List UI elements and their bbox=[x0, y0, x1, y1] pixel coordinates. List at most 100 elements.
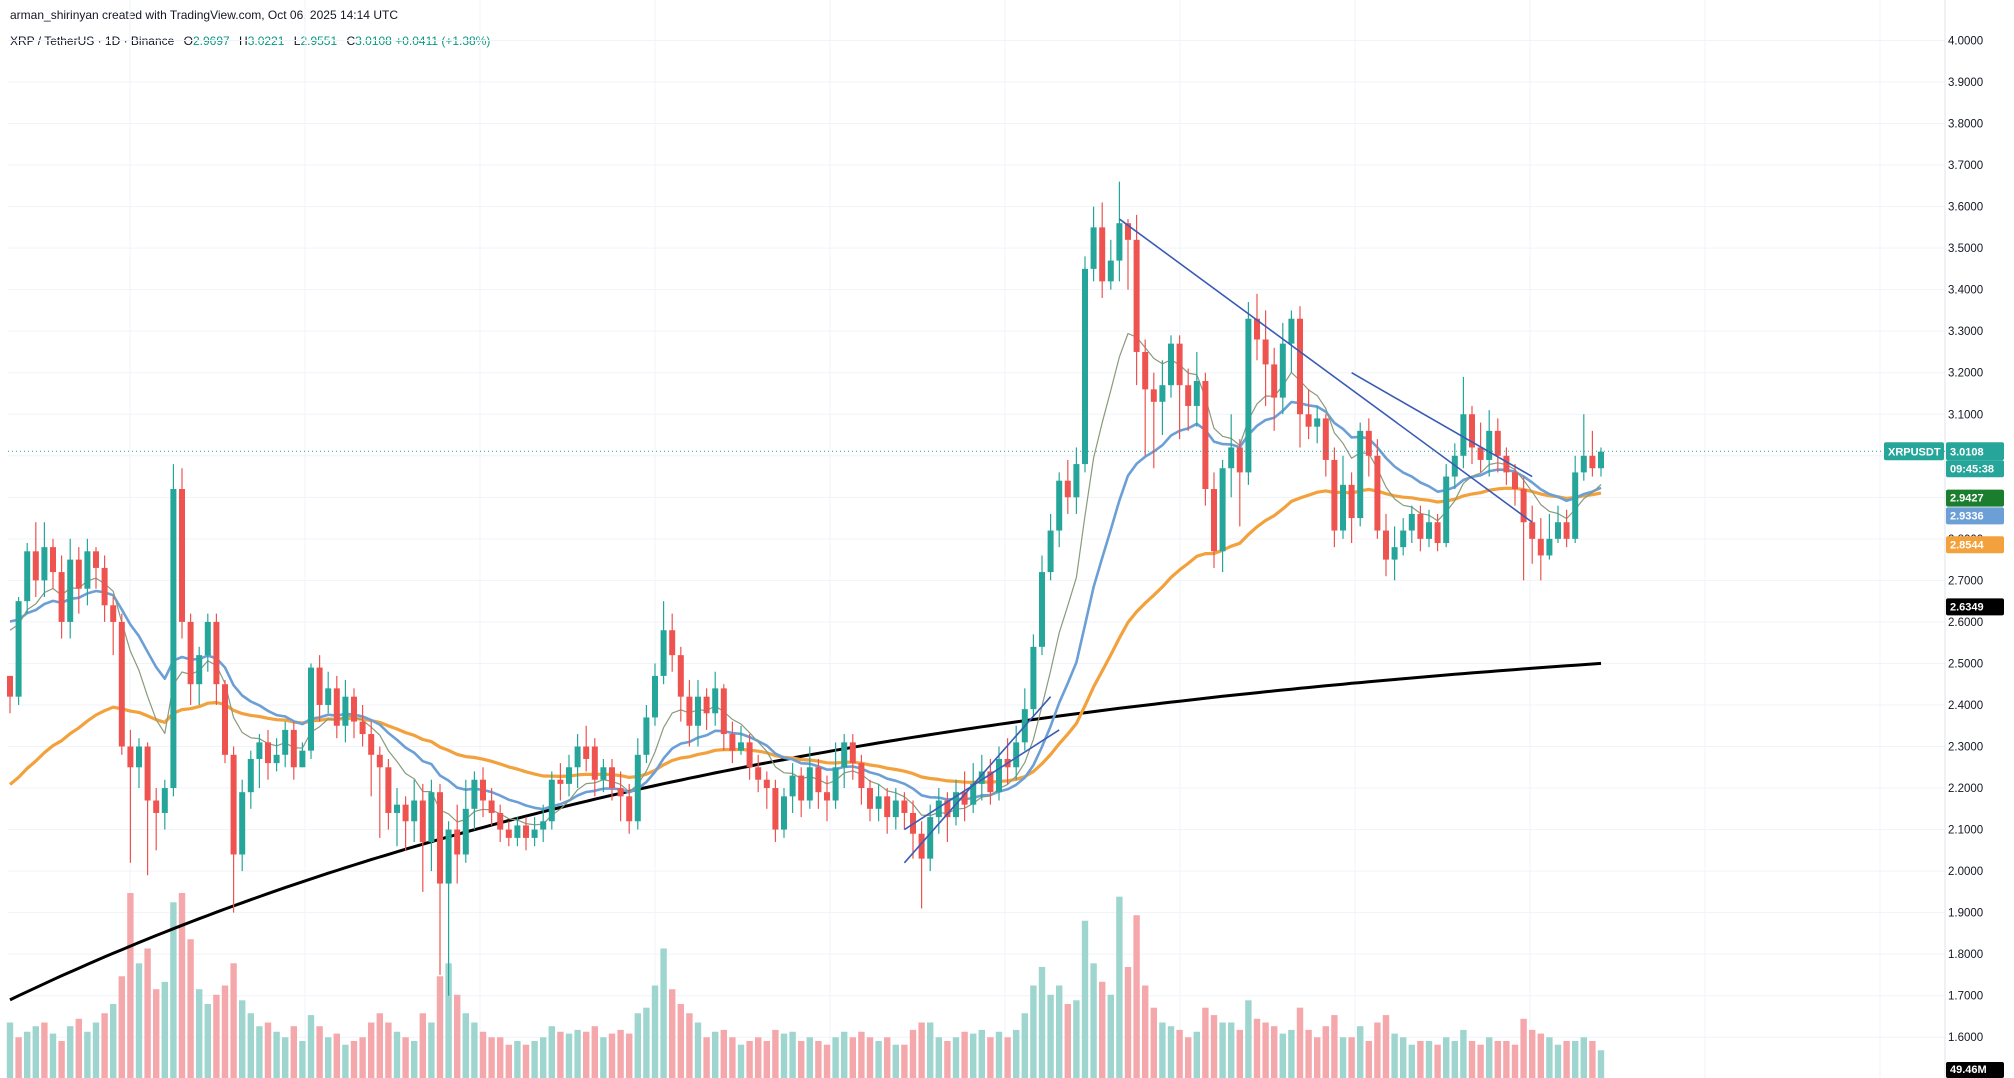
volume-bar bbox=[282, 1037, 289, 1078]
volume-bar bbox=[823, 1044, 831, 1078]
volume-bar bbox=[841, 1031, 848, 1078]
price-tick-label: 2.6000 bbox=[1948, 617, 1983, 629]
candle-body bbox=[781, 796, 787, 830]
candle-body bbox=[505, 829, 512, 838]
volume-bars bbox=[6, 893, 1605, 1078]
trendline bbox=[903, 696, 1052, 864]
candle-body bbox=[815, 767, 822, 793]
volume-bar bbox=[75, 1018, 82, 1078]
volume-bar bbox=[428, 1022, 435, 1078]
candle-body bbox=[333, 688, 340, 726]
volume-bar bbox=[1408, 1044, 1415, 1078]
candle-body bbox=[1520, 489, 1527, 523]
candle-body bbox=[669, 630, 676, 656]
ma-green-tag-bg bbox=[1946, 489, 2004, 507]
volume-bar bbox=[247, 1013, 254, 1078]
volume-bar bbox=[1537, 1033, 1544, 1078]
price-tick-label: 3.6000 bbox=[1948, 202, 1983, 214]
candle-body bbox=[686, 696, 693, 726]
volume-bar bbox=[462, 1013, 469, 1078]
candle-body bbox=[437, 792, 443, 884]
candle-body bbox=[376, 754, 383, 768]
candle-body bbox=[144, 746, 151, 801]
volume-bar bbox=[256, 1026, 263, 1078]
volume-bar bbox=[1305, 1029, 1312, 1078]
candle-body bbox=[1228, 447, 1235, 469]
candle-body bbox=[1434, 522, 1441, 543]
volume-bar bbox=[961, 1031, 968, 1078]
candle-body bbox=[187, 621, 194, 685]
volume-bar bbox=[333, 1033, 340, 1078]
trendline bbox=[1351, 372, 1533, 478]
volume-bar bbox=[1253, 1018, 1261, 1078]
close-label: C bbox=[346, 34, 356, 48]
candle-body bbox=[720, 688, 727, 735]
volume-bar bbox=[772, 1029, 779, 1078]
candle-body bbox=[1400, 530, 1407, 548]
volume-bar bbox=[1124, 967, 1132, 1078]
volume-bar bbox=[32, 1026, 39, 1078]
volume-bar bbox=[471, 1022, 478, 1078]
volume-bar bbox=[1064, 1004, 1071, 1078]
candle-body bbox=[213, 621, 220, 685]
volume-bar bbox=[608, 1033, 616, 1078]
candle-body bbox=[1537, 538, 1544, 556]
volume-bar bbox=[239, 1000, 246, 1078]
price-tick-label: 2.1000 bbox=[1948, 825, 1983, 837]
volume-bar bbox=[411, 1041, 418, 1078]
volume-bar bbox=[6, 1022, 14, 1078]
candle-body bbox=[1202, 381, 1209, 490]
volume-bar bbox=[591, 1026, 598, 1078]
candle-body bbox=[617, 788, 624, 797]
candle-body bbox=[523, 825, 529, 838]
volume-bar bbox=[1150, 1007, 1157, 1078]
candle-body bbox=[841, 742, 848, 768]
volume-bar bbox=[1503, 1041, 1510, 1078]
candle-body bbox=[170, 489, 177, 789]
volume-bar bbox=[1073, 1000, 1080, 1078]
price-tick-label: 3.3000 bbox=[1948, 326, 1983, 338]
candle-body bbox=[1443, 476, 1450, 543]
candle-body bbox=[832, 767, 839, 801]
candle-body bbox=[7, 675, 13, 697]
volume-bar bbox=[1167, 1026, 1175, 1078]
volume-bar bbox=[402, 1037, 409, 1078]
volume-bar bbox=[342, 1044, 349, 1078]
candle-body bbox=[1116, 223, 1123, 261]
volume-bar bbox=[1580, 1037, 1587, 1078]
candle-body bbox=[136, 746, 142, 768]
candle-body bbox=[1279, 343, 1286, 398]
volume-bar bbox=[557, 1031, 564, 1078]
candle-body bbox=[471, 779, 478, 809]
volume-bar bbox=[196, 989, 203, 1078]
candle-body bbox=[591, 746, 598, 780]
candle-body bbox=[1099, 227, 1106, 282]
trendlines[interactable] bbox=[903, 218, 1533, 864]
volume-bar bbox=[1245, 1000, 1252, 1078]
candle-body bbox=[359, 721, 366, 735]
candle-body bbox=[1271, 364, 1278, 398]
volume-bar bbox=[1425, 1041, 1433, 1078]
volume-bar bbox=[815, 1041, 822, 1078]
candle-body bbox=[1064, 480, 1071, 498]
volume-bar bbox=[995, 1031, 1003, 1078]
volume-bar bbox=[987, 1037, 994, 1078]
volume-bar bbox=[875, 1041, 882, 1078]
volume-bar bbox=[1597, 1050, 1605, 1078]
chart-credit: arman_shirinyan created with TradingView… bbox=[10, 8, 398, 22]
candle-body bbox=[626, 796, 633, 822]
candle-body bbox=[961, 792, 968, 805]
volume-bar bbox=[290, 1026, 297, 1078]
candle-body bbox=[1142, 351, 1149, 390]
candle-body bbox=[944, 800, 951, 818]
candle-body bbox=[1503, 455, 1510, 473]
candle-body bbox=[273, 754, 280, 764]
candle-body bbox=[1107, 260, 1114, 282]
volume-bar bbox=[703, 1037, 710, 1078]
volume-bar bbox=[1185, 1037, 1192, 1078]
volume-bar bbox=[1468, 1041, 1476, 1078]
volume-bar bbox=[565, 1033, 573, 1078]
candle-body bbox=[1073, 464, 1080, 498]
volume-bar bbox=[780, 1033, 788, 1078]
